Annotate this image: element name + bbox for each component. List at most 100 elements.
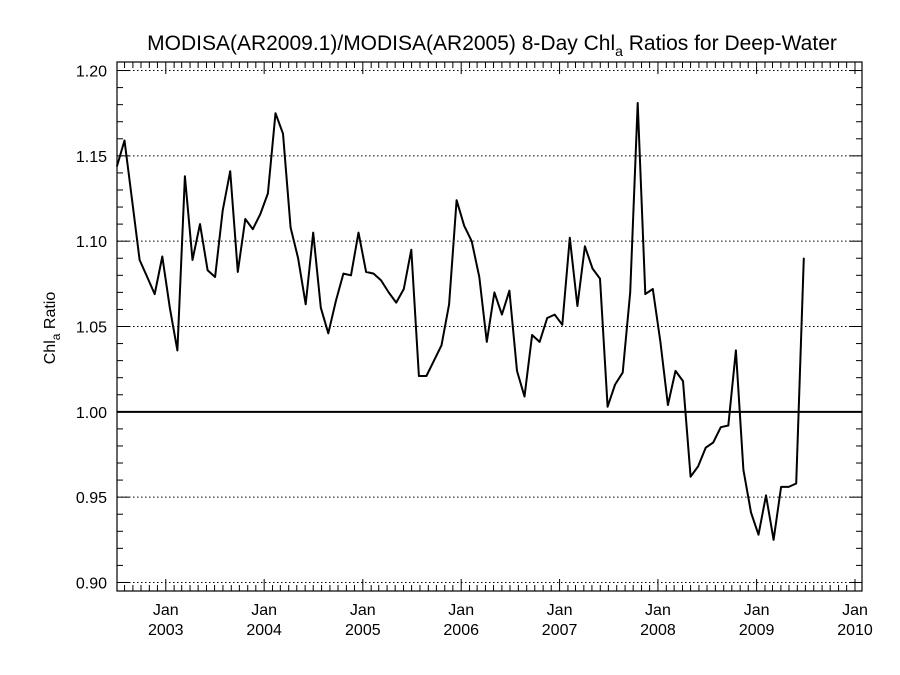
data-point <box>576 305 579 307</box>
data-point <box>146 276 148 278</box>
data-point <box>531 334 533 336</box>
y-axis-label: Chla Ratio <box>42 292 63 365</box>
data-point <box>659 341 662 343</box>
data-point <box>644 293 647 295</box>
ylabel-subscript: a <box>49 333 63 340</box>
x-tick-month-label: Jan <box>842 602 868 619</box>
data-point <box>380 279 382 282</box>
data-point <box>629 291 631 294</box>
x-tick-year-label: 2003 <box>148 622 184 639</box>
data-point <box>516 370 518 372</box>
data-point <box>327 332 330 335</box>
data-point <box>652 288 654 290</box>
data-point <box>697 465 699 468</box>
x-tick-month-label: Jan <box>744 602 770 619</box>
y-tick-label: 1.05 <box>76 320 107 337</box>
data-point <box>229 170 232 173</box>
data-point <box>365 271 367 273</box>
data-point <box>478 276 481 278</box>
x-tick-month-label: Jan <box>350 602 376 619</box>
y-tick-label: 0.95 <box>76 490 107 507</box>
data-point <box>772 539 775 541</box>
y-tick-label: 1.00 <box>76 405 107 422</box>
data-point <box>493 291 496 294</box>
data-point <box>221 209 224 212</box>
data-point <box>787 486 790 488</box>
data-point <box>304 303 307 306</box>
data-point <box>591 267 594 270</box>
x-tick-month-label: Jan <box>153 602 179 619</box>
data-point <box>523 395 526 398</box>
x-tick-month-label: Jan <box>645 602 671 619</box>
data-point <box>402 288 405 290</box>
data-point <box>425 375 428 377</box>
data-point <box>214 276 216 278</box>
data-point <box>297 257 299 260</box>
x-tick-month-label: Jan <box>251 602 277 619</box>
data-point <box>538 341 541 343</box>
title-subscript: a <box>615 43 623 59</box>
y-tick-label: 1.15 <box>76 149 107 166</box>
x-tick-year-label: 2006 <box>443 622 479 639</box>
y-tick-label: 1.10 <box>76 234 107 251</box>
data-point <box>440 344 443 347</box>
data-point <box>410 248 413 251</box>
x-tick-year-label: 2009 <box>739 622 775 639</box>
data-point <box>802 257 805 260</box>
data-point <box>455 199 458 202</box>
data-point <box>350 274 352 277</box>
data-point <box>795 482 798 485</box>
data-point <box>184 175 186 178</box>
data-point <box>501 313 503 316</box>
data-point <box>682 380 684 382</box>
data-point <box>123 139 126 142</box>
data-point <box>486 341 488 343</box>
data-point <box>274 112 277 114</box>
x-tick-year-label: 2007 <box>542 622 578 639</box>
tick-layer <box>117 62 862 591</box>
y-tick-label: 1.20 <box>76 64 107 81</box>
data-point <box>418 375 420 377</box>
data-point <box>319 306 322 309</box>
y-tick-label: 0.90 <box>76 575 107 592</box>
data-point <box>357 231 360 234</box>
data-point <box>621 371 624 374</box>
data-point <box>131 199 133 202</box>
data-point <box>508 289 511 292</box>
data-point <box>252 228 254 231</box>
data-point <box>206 269 209 271</box>
data-point <box>191 259 194 261</box>
plot-frame <box>116 61 863 592</box>
data-point <box>138 259 141 261</box>
data-point <box>312 231 315 234</box>
series-line <box>116 102 805 541</box>
x-tick-year-label: 2005 <box>345 622 381 639</box>
title-main: MODISA(AR2009.1)/MODISA(AR2005) 8-Day Ch… <box>147 32 615 55</box>
data-point <box>636 102 639 104</box>
data-point <box>727 424 730 427</box>
data-point <box>387 291 390 294</box>
x-tick-year-label: 2008 <box>640 622 676 639</box>
data-point <box>236 271 239 273</box>
x-tick-year-label: 2010 <box>837 622 873 639</box>
data-point <box>244 218 247 220</box>
data-point <box>199 223 201 225</box>
data-point <box>433 359 435 362</box>
data-point <box>372 272 375 275</box>
chart-title: MODISA(AR2009.1)/MODISA(AR2005) 8-Day Ch… <box>147 32 837 59</box>
data-point <box>470 240 473 242</box>
data-point <box>342 272 345 275</box>
data-point <box>259 213 262 215</box>
data-point <box>712 441 715 444</box>
data-point <box>546 317 548 319</box>
data-point <box>553 313 556 316</box>
data-point <box>569 236 571 239</box>
data-point <box>674 370 677 372</box>
title-end: Ratios for Deep-Water <box>623 32 837 55</box>
data-point <box>282 132 284 135</box>
data-point-layer <box>116 102 805 541</box>
data-point <box>335 300 337 302</box>
data-point <box>742 469 745 471</box>
data-point <box>765 494 767 497</box>
data-point <box>561 323 564 326</box>
